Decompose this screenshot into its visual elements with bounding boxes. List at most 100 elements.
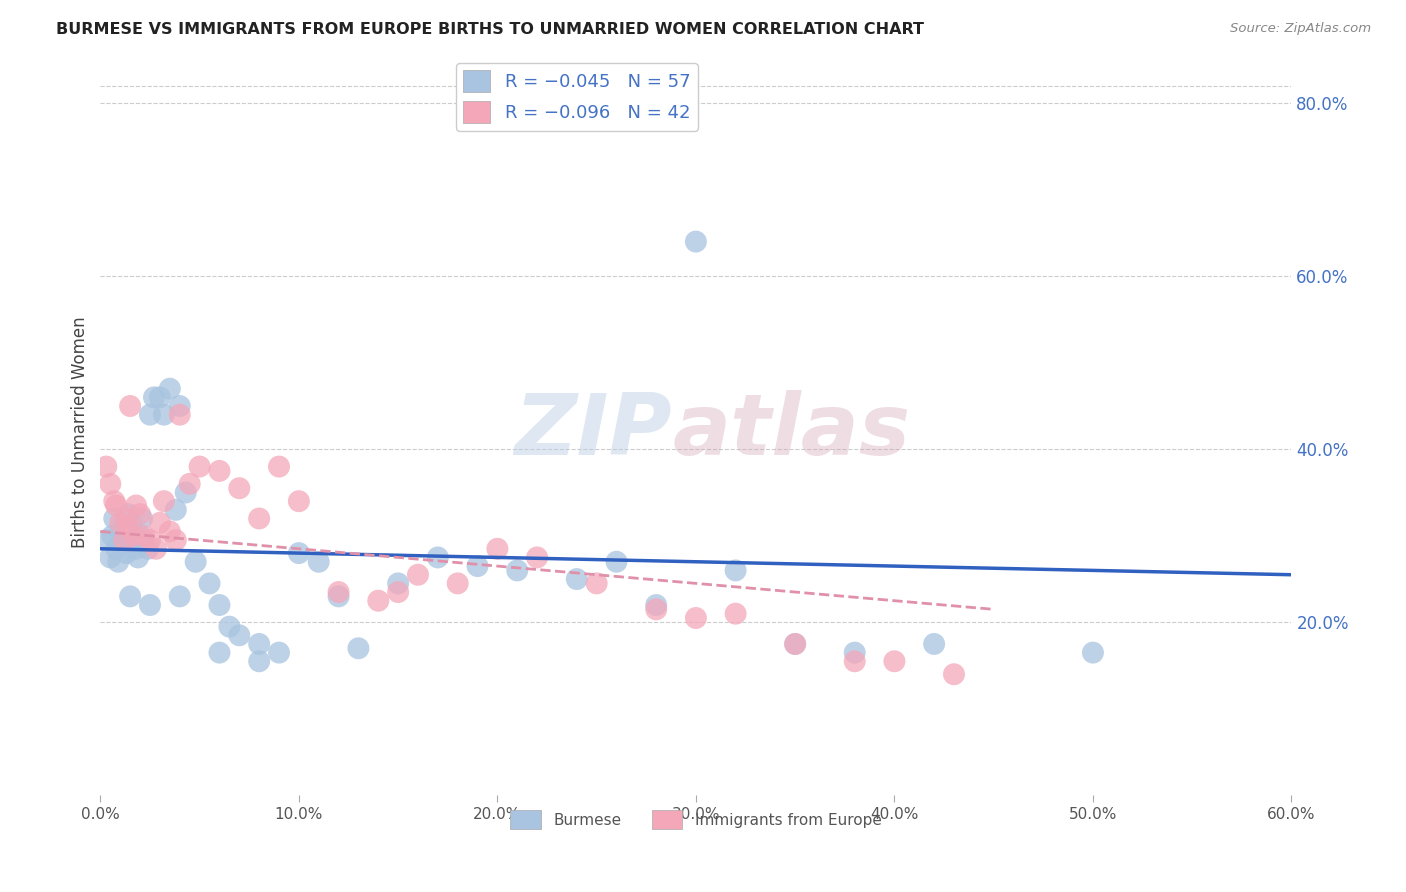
Point bbox=[247, 654, 270, 668]
Point bbox=[228, 481, 250, 495]
Point bbox=[179, 476, 201, 491]
Text: atlas: atlas bbox=[672, 391, 910, 474]
Point bbox=[467, 559, 489, 574]
Point bbox=[159, 382, 181, 396]
Point bbox=[267, 646, 290, 660]
Point bbox=[98, 550, 121, 565]
Point bbox=[169, 408, 191, 422]
Point bbox=[120, 590, 142, 604]
Point bbox=[406, 567, 429, 582]
Point bbox=[139, 408, 162, 422]
Point bbox=[101, 529, 124, 543]
Text: Source: ZipAtlas.com: Source: ZipAtlas.com bbox=[1230, 22, 1371, 36]
Point bbox=[328, 585, 350, 599]
Point bbox=[922, 637, 945, 651]
Point bbox=[125, 541, 148, 556]
Point bbox=[645, 598, 668, 612]
Point bbox=[208, 598, 231, 612]
Point bbox=[247, 637, 270, 651]
Point bbox=[585, 576, 607, 591]
Point bbox=[125, 499, 148, 513]
Point bbox=[149, 516, 172, 530]
Point bbox=[308, 555, 330, 569]
Point bbox=[103, 511, 125, 525]
Point bbox=[153, 408, 176, 422]
Point bbox=[645, 602, 668, 616]
Point bbox=[115, 546, 138, 560]
Text: BURMESE VS IMMIGRANTS FROM EUROPE BIRTHS TO UNMARRIED WOMEN CORRELATION CHART: BURMESE VS IMMIGRANTS FROM EUROPE BIRTHS… bbox=[56, 22, 924, 37]
Point bbox=[174, 485, 197, 500]
Y-axis label: Births to Unmarried Women: Births to Unmarried Women bbox=[72, 316, 89, 548]
Point bbox=[184, 555, 207, 569]
Point bbox=[387, 585, 409, 599]
Point bbox=[120, 399, 142, 413]
Point bbox=[724, 563, 747, 577]
Point bbox=[426, 550, 449, 565]
Point bbox=[108, 524, 131, 539]
Point bbox=[565, 572, 588, 586]
Point bbox=[129, 529, 152, 543]
Point bbox=[724, 607, 747, 621]
Point bbox=[165, 533, 187, 548]
Point bbox=[506, 563, 529, 577]
Point bbox=[122, 533, 145, 548]
Point bbox=[605, 555, 627, 569]
Point bbox=[112, 533, 135, 548]
Point bbox=[198, 576, 221, 591]
Point bbox=[486, 541, 509, 556]
Point bbox=[247, 511, 270, 525]
Legend: Burmese, Immigrants from Europe: Burmese, Immigrants from Europe bbox=[505, 805, 887, 835]
Point bbox=[169, 590, 191, 604]
Point bbox=[149, 390, 172, 404]
Point bbox=[685, 235, 707, 249]
Point bbox=[120, 529, 142, 543]
Point bbox=[165, 503, 187, 517]
Point bbox=[943, 667, 966, 681]
Point bbox=[785, 637, 807, 651]
Point bbox=[139, 598, 162, 612]
Point bbox=[844, 654, 866, 668]
Point bbox=[132, 533, 155, 548]
Point bbox=[188, 459, 211, 474]
Point bbox=[107, 555, 129, 569]
Point bbox=[883, 654, 905, 668]
Point bbox=[367, 593, 389, 607]
Point bbox=[115, 511, 138, 525]
Point bbox=[447, 576, 470, 591]
Point bbox=[228, 628, 250, 642]
Point bbox=[132, 529, 155, 543]
Point bbox=[142, 390, 165, 404]
Point bbox=[139, 533, 162, 548]
Point bbox=[1081, 646, 1104, 660]
Point bbox=[685, 611, 707, 625]
Point bbox=[785, 637, 807, 651]
Text: ZIP: ZIP bbox=[515, 391, 672, 474]
Point bbox=[218, 620, 240, 634]
Point bbox=[103, 494, 125, 508]
Point bbox=[347, 641, 370, 656]
Point bbox=[117, 507, 139, 521]
Point bbox=[105, 541, 128, 556]
Point bbox=[112, 520, 135, 534]
Point bbox=[122, 529, 145, 543]
Point bbox=[129, 507, 152, 521]
Point bbox=[96, 533, 118, 548]
Point bbox=[288, 494, 311, 508]
Point bbox=[844, 646, 866, 660]
Point bbox=[208, 646, 231, 660]
Point bbox=[131, 511, 153, 525]
Point bbox=[111, 537, 134, 551]
Point bbox=[136, 541, 159, 556]
Point bbox=[105, 499, 128, 513]
Point bbox=[127, 550, 149, 565]
Point bbox=[96, 459, 118, 474]
Point bbox=[117, 520, 139, 534]
Point bbox=[267, 459, 290, 474]
Point bbox=[153, 494, 176, 508]
Point bbox=[387, 576, 409, 591]
Point bbox=[328, 590, 350, 604]
Point bbox=[159, 524, 181, 539]
Point bbox=[145, 541, 167, 556]
Point bbox=[169, 399, 191, 413]
Point bbox=[121, 516, 143, 530]
